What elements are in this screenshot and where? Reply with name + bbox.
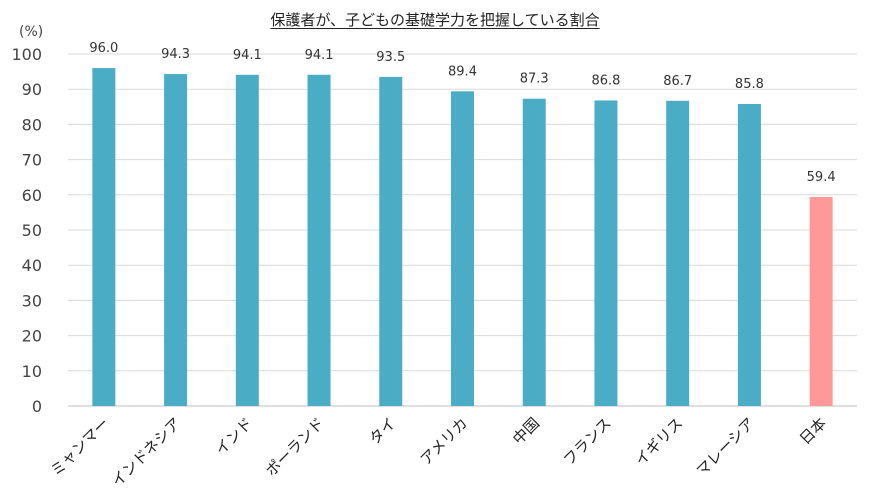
y-tick-label: 20	[22, 327, 42, 346]
y-tick-label: 80	[22, 115, 42, 134]
bar	[307, 74, 331, 406]
data-label: 59.4	[807, 170, 836, 185]
bar	[235, 74, 259, 406]
data-label: 94.3	[161, 47, 190, 62]
y-tick-label: 70	[22, 151, 42, 170]
data-label: 94.1	[305, 48, 334, 63]
category-label: 中国	[509, 414, 543, 448]
data-label: 87.3	[520, 72, 549, 87]
bar	[164, 74, 188, 407]
data-label: 94.1	[233, 48, 262, 63]
bar	[737, 103, 761, 406]
y-axis-ticks: 0 10 20 30 40 50 60 70 80 90 100	[11, 45, 42, 416]
y-tick-label: 50	[22, 221, 42, 240]
category-label: ポーランド	[262, 414, 328, 480]
data-label: 86.8	[591, 73, 620, 88]
chart-title-text: 保護者が、子どもの基礎学力を把握している割合	[270, 11, 600, 29]
data-label: 96.0	[89, 41, 118, 56]
data-label: 93.5	[376, 50, 405, 65]
y-tick-label: 30	[22, 291, 42, 310]
data-label: 89.4	[448, 64, 477, 79]
y-tick-label: 90	[22, 80, 42, 99]
category-label: フランス	[560, 414, 615, 469]
category-label: イギリス	[631, 414, 686, 469]
category-label: インド	[212, 414, 257, 459]
category-label: タイ	[366, 414, 400, 448]
bar	[809, 196, 833, 406]
bar	[522, 98, 546, 406]
y-axis-unit-label: (%)	[19, 24, 44, 40]
bar	[594, 100, 618, 407]
y-tick-label: 100	[11, 45, 42, 64]
chart-title: 保護者が、子どもの基礎学力を把握している割合	[0, 9, 870, 30]
bar	[92, 68, 116, 406]
y-tick-label: 60	[22, 186, 42, 205]
y-tick-label: 10	[22, 362, 42, 381]
category-label: 日本	[796, 414, 830, 448]
data-labels: 96.0 94.3 94.1 94.1 93.5 89.4 87.3 86.8 86.7 85.8…	[89, 41, 835, 185]
category-label: インドネシア	[108, 414, 184, 490]
gridlines	[68, 53, 857, 407]
bar	[379, 76, 403, 406]
y-tick-label: 0	[32, 397, 42, 416]
bars	[92, 68, 833, 407]
y-tick-label: 40	[22, 256, 42, 275]
data-label: 85.8	[735, 77, 764, 92]
bar	[666, 100, 690, 406]
data-label: 86.7	[663, 74, 692, 89]
category-label: アメリカ	[417, 414, 472, 469]
bar	[451, 91, 474, 406]
category-label: マレーシア	[693, 414, 759, 480]
category-label: ミャンマー	[47, 414, 113, 480]
